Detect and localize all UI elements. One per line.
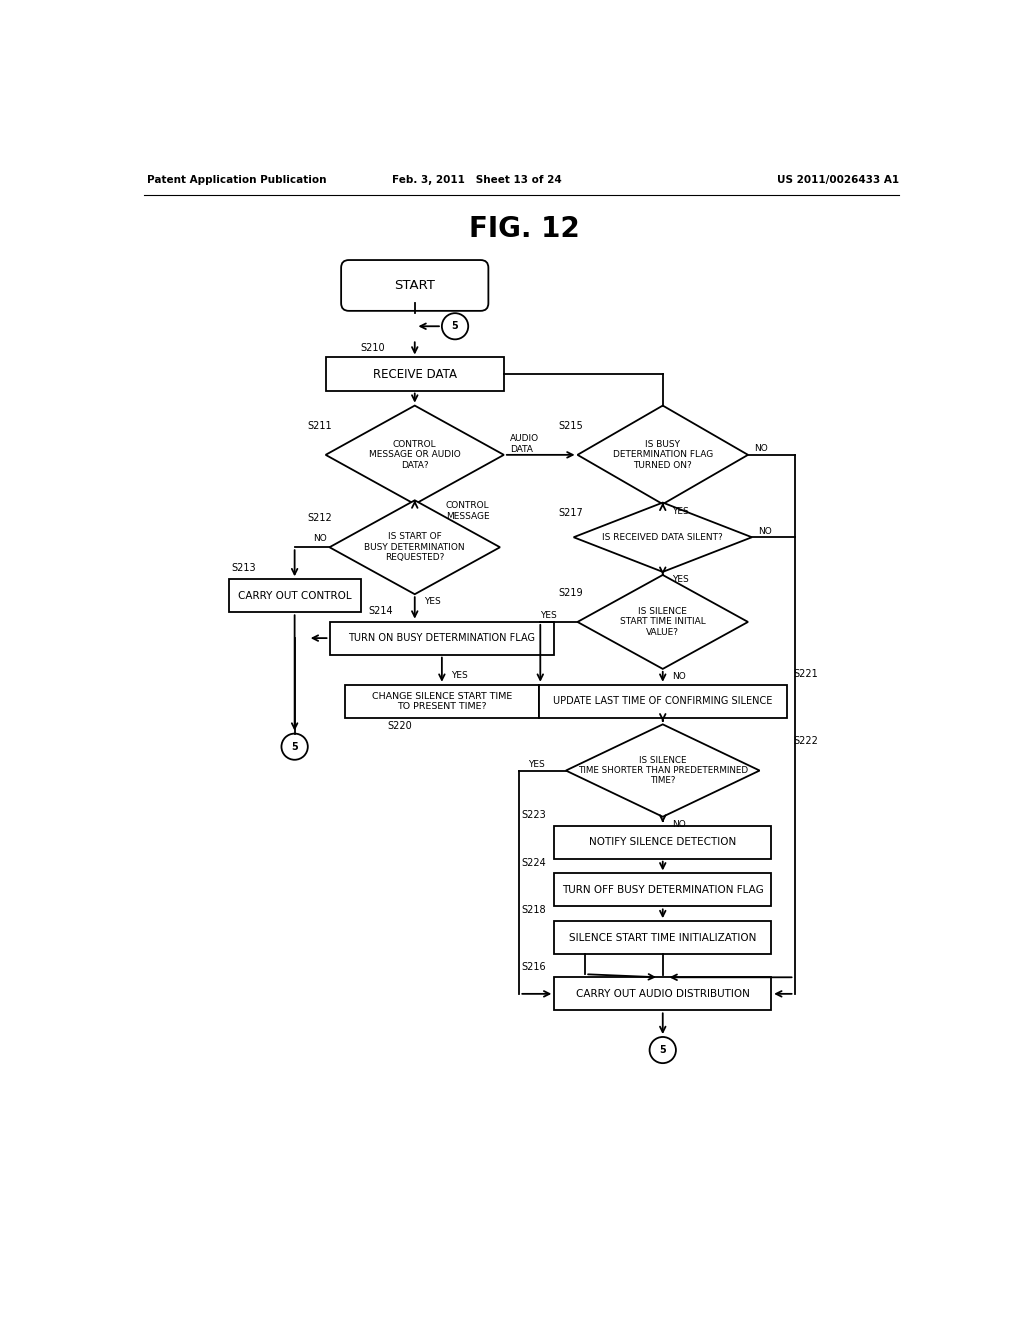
Text: S218: S218	[521, 906, 547, 915]
Text: IS BUSY
DETERMINATION FLAG
TURNED ON?: IS BUSY DETERMINATION FLAG TURNED ON?	[612, 440, 713, 470]
Text: IS SILENCE
START TIME INITIAL
VALUE?: IS SILENCE START TIME INITIAL VALUE?	[620, 607, 706, 636]
Text: S217: S217	[558, 508, 583, 517]
Text: YES: YES	[672, 507, 689, 516]
Polygon shape	[554, 874, 771, 907]
Polygon shape	[578, 405, 748, 504]
Polygon shape	[345, 685, 539, 718]
Text: S219: S219	[558, 587, 583, 598]
Text: S221: S221	[793, 669, 818, 678]
Text: S216: S216	[521, 961, 547, 972]
Polygon shape	[539, 685, 786, 718]
Polygon shape	[578, 576, 748, 669]
Text: 5: 5	[452, 321, 459, 331]
Polygon shape	[228, 579, 360, 612]
Text: Feb. 3, 2011   Sheet 13 of 24: Feb. 3, 2011 Sheet 13 of 24	[392, 176, 561, 185]
Polygon shape	[554, 977, 771, 1010]
Text: S211: S211	[308, 421, 333, 430]
Text: S223: S223	[521, 810, 547, 820]
Text: FIG. 12: FIG. 12	[469, 215, 581, 243]
Text: S215: S215	[558, 421, 583, 430]
Text: SILENCE START TIME INITIALIZATION: SILENCE START TIME INITIALIZATION	[569, 933, 757, 942]
Text: S212: S212	[308, 513, 333, 523]
Text: S214: S214	[369, 606, 393, 615]
Circle shape	[282, 734, 308, 760]
Text: UPDATE LAST TIME OF CONFIRMING SILENCE: UPDATE LAST TIME OF CONFIRMING SILENCE	[553, 696, 772, 706]
Text: YES: YES	[528, 760, 545, 768]
Text: CHANGE SILENCE START TIME
TO PRESENT TIME?: CHANGE SILENCE START TIME TO PRESENT TIM…	[372, 692, 512, 711]
Text: S224: S224	[521, 858, 547, 867]
Text: CONTROL
MESSAGE OR AUDIO
DATA?: CONTROL MESSAGE OR AUDIO DATA?	[369, 440, 461, 470]
Text: IS START OF
BUSY DETERMINATION
REQUESTED?: IS START OF BUSY DETERMINATION REQUESTED…	[365, 532, 465, 562]
Circle shape	[649, 1038, 676, 1063]
Text: S210: S210	[360, 343, 385, 354]
Text: NO: NO	[672, 672, 686, 681]
Polygon shape	[566, 725, 760, 817]
Text: TURN OFF BUSY DETERMINATION FLAG: TURN OFF BUSY DETERMINATION FLAG	[562, 884, 764, 895]
Text: NOTIFY SILENCE DETECTION: NOTIFY SILENCE DETECTION	[589, 837, 736, 847]
Text: NO: NO	[758, 527, 772, 536]
Text: YES: YES	[540, 611, 556, 620]
Text: CARRY OUT AUDIO DISTRIBUTION: CARRY OUT AUDIO DISTRIBUTION	[575, 989, 750, 999]
Polygon shape	[554, 921, 771, 954]
Circle shape	[442, 313, 468, 339]
Polygon shape	[554, 825, 771, 859]
Text: CONTROL
MESSAGE: CONTROL MESSAGE	[445, 502, 489, 521]
Text: TURN ON BUSY DETERMINATION FLAG: TURN ON BUSY DETERMINATION FLAG	[348, 634, 536, 643]
Text: S222: S222	[793, 737, 818, 746]
FancyBboxPatch shape	[341, 260, 488, 312]
Text: S220: S220	[388, 721, 413, 730]
Text: AUDIO
DATA: AUDIO DATA	[510, 434, 540, 454]
Text: YES: YES	[424, 598, 440, 606]
Text: US 2011/0026433 A1: US 2011/0026433 A1	[777, 176, 899, 185]
Text: NO: NO	[313, 533, 327, 543]
Text: CARRY OUT CONTROL: CARRY OUT CONTROL	[238, 591, 351, 601]
Text: 5: 5	[659, 1045, 667, 1055]
Text: Patent Application Publication: Patent Application Publication	[147, 176, 327, 185]
Text: NO: NO	[755, 445, 768, 453]
Text: NO: NO	[672, 820, 686, 829]
Polygon shape	[573, 503, 752, 572]
Text: IS SILENCE
TIME SHORTER THAN PREDETERMINED
TIME?: IS SILENCE TIME SHORTER THAN PREDETERMIN…	[578, 755, 748, 785]
Text: S213: S213	[231, 564, 256, 573]
Text: START: START	[394, 279, 435, 292]
Text: YES: YES	[672, 576, 689, 583]
Text: YES: YES	[452, 671, 468, 680]
Polygon shape	[326, 405, 504, 504]
Text: RECEIVE DATA: RECEIVE DATA	[373, 367, 457, 380]
Polygon shape	[330, 622, 554, 655]
Text: IS RECEIVED DATA SILENT?: IS RECEIVED DATA SILENT?	[602, 533, 723, 541]
Polygon shape	[326, 358, 504, 391]
Text: 5: 5	[291, 742, 298, 751]
Polygon shape	[330, 500, 500, 594]
